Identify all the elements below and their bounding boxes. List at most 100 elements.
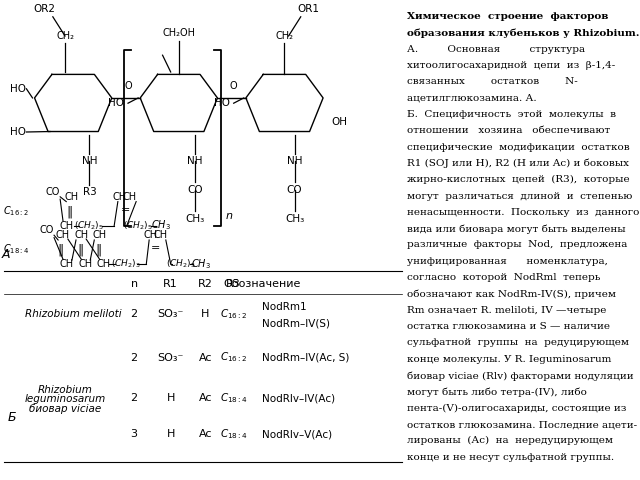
Text: $C_{16:2}$: $C_{16:2}$ — [220, 308, 248, 321]
Text: $C_{18:4}$: $C_{18:4}$ — [220, 392, 248, 405]
Text: CH: CH — [60, 221, 74, 230]
Text: пента-(V)-олигосахариды, состоящие из: пента-(V)-олигосахариды, состоящие из — [407, 404, 627, 413]
Text: Rhizobium: Rhizobium — [38, 385, 92, 395]
Text: O: O — [124, 81, 132, 91]
Text: $(CH_2)_5$: $(CH_2)_5$ — [166, 258, 196, 270]
Text: согласно  которой  NodRml  теперь: согласно которой NodRml теперь — [407, 273, 600, 282]
Text: лированы  (Ас)  на  нередуцирующем: лированы (Ас) на нередуцирующем — [407, 436, 613, 445]
Text: SO₃⁻: SO₃⁻ — [157, 353, 184, 362]
Text: CH: CH — [64, 192, 78, 202]
Text: SO₃⁻: SO₃⁻ — [157, 310, 184, 319]
Text: CO: CO — [45, 187, 60, 197]
Text: 2: 2 — [131, 353, 138, 362]
Text: =: = — [120, 205, 130, 215]
Text: R1: R1 — [163, 279, 178, 289]
Text: OR1: OR1 — [298, 4, 320, 14]
Text: NH: NH — [82, 156, 97, 166]
Text: CH₂OH: CH₂OH — [163, 28, 195, 38]
Text: остатков глюкозамина. Последние ацети-: остатков глюкозамина. Последние ацети- — [407, 420, 637, 429]
Text: CH: CH — [56, 230, 70, 240]
Text: биовар viciae: биовар viciae — [29, 404, 101, 414]
Text: NodRm–IV(Ac, S): NodRm–IV(Ac, S) — [262, 353, 349, 362]
Text: O: O — [230, 81, 237, 91]
Text: ненасыщенности.  Поскольку  из  данного: ненасыщенности. Поскольку из данного — [407, 208, 639, 217]
Text: вида или биовара могут быть выделены: вида или биовара могут быть выделены — [407, 224, 626, 234]
Text: ‖: ‖ — [95, 243, 102, 256]
Text: специфические  модификации  остатков: специфические модификации остатков — [407, 143, 630, 152]
Text: CH: CH — [93, 230, 107, 240]
Text: CH₃: CH₃ — [186, 214, 205, 224]
Text: сульфатной  группы  на  редуцирующем: сульфатной группы на редуцирующем — [407, 338, 629, 348]
Text: leguminosarum: leguminosarum — [24, 395, 106, 404]
Text: образования клубеньков у Rhizobium.: образования клубеньков у Rhizobium. — [407, 28, 640, 38]
Text: А: А — [2, 248, 10, 261]
Text: HO: HO — [10, 84, 26, 94]
Text: Ac: Ac — [198, 430, 212, 439]
Text: могут быть либо тетра-(IV), либо: могут быть либо тетра-(IV), либо — [407, 387, 587, 397]
Text: $(CH_2)_5$: $(CH_2)_5$ — [74, 219, 104, 232]
Text: NodRm–IV(S): NodRm–IV(S) — [262, 319, 330, 329]
Text: CH: CH — [78, 259, 92, 269]
Text: CH: CH — [74, 230, 88, 240]
Text: унифицированная      номенклатура,: унифицированная номенклатура, — [407, 257, 608, 266]
Text: CH: CH — [97, 259, 111, 269]
Text: R1 (SOJ или H), R2 (H или Ac) и боковых: R1 (SOJ или H), R2 (H или Ac) и боковых — [407, 159, 629, 168]
Text: CO: CO — [287, 185, 303, 195]
Text: CH₂: CH₂ — [56, 31, 74, 41]
Text: конце молекулы. У R. Ieguminosarum: конце молекулы. У R. Ieguminosarum — [407, 355, 612, 364]
Text: $C_{16:2}$: $C_{16:2}$ — [220, 351, 248, 364]
Text: CH: CH — [113, 192, 127, 202]
Text: А.         Основная         структура: А. Основная структура — [407, 45, 586, 54]
Text: жирно-кислотных  цепей  (R3),  которые: жирно-кислотных цепей (R3), которые — [407, 175, 630, 184]
Text: NodRlv–IV(Ac): NodRlv–IV(Ac) — [262, 394, 335, 403]
Text: OH: OH — [332, 118, 348, 127]
Text: Б: Б — [8, 411, 17, 424]
Text: CH₃: CH₃ — [285, 214, 304, 224]
Text: CO: CO — [188, 185, 203, 195]
Text: $C_{16:2}$: $C_{16:2}$ — [3, 204, 29, 218]
Text: CH: CH — [123, 192, 137, 202]
Text: 2: 2 — [131, 310, 138, 319]
Text: $C_{18:4}$: $C_{18:4}$ — [220, 428, 248, 441]
Text: Ac: Ac — [198, 394, 212, 403]
Text: остатка глюкозамина и S — наличие: остатка глюкозамина и S — наличие — [407, 322, 610, 331]
Text: H: H — [201, 310, 209, 319]
Text: $(CH_2)_3$: $(CH_2)_3$ — [111, 258, 141, 270]
Text: ацетилглюкозамина. А.: ацетилглюкозамина. А. — [407, 94, 537, 103]
Text: CH: CH — [154, 230, 168, 240]
Text: $(CH_2)_5$: $(CH_2)_5$ — [124, 219, 153, 232]
Text: CO: CO — [40, 226, 54, 235]
Text: HO: HO — [108, 98, 124, 108]
Text: R3: R3 — [83, 187, 96, 197]
Text: $CH_3$: $CH_3$ — [191, 257, 211, 271]
Text: CH: CH — [60, 259, 74, 269]
Text: n: n — [131, 279, 138, 289]
Text: HO: HO — [10, 127, 26, 137]
Text: $CH_3$: $CH_3$ — [150, 219, 170, 232]
Text: OR2: OR2 — [34, 4, 56, 14]
Text: Rhizobium meliloti: Rhizobium meliloti — [25, 310, 122, 319]
Text: NodRm1: NodRm1 — [262, 302, 307, 312]
Text: H: H — [166, 394, 175, 403]
Text: могут  различаться  длиной  и  степенью: могут различаться длиной и степенью — [407, 192, 632, 201]
Text: CH: CH — [143, 230, 157, 240]
Text: Б.  Специфичность  этой  молекулы  в: Б. Специфичность этой молекулы в — [407, 110, 616, 119]
Text: Обозначение: Обозначение — [223, 279, 301, 289]
Text: NodRlv–V(Ac): NodRlv–V(Ac) — [262, 430, 332, 439]
Text: различные  факторы  Nod,  предложена: различные факторы Nod, предложена — [407, 240, 628, 250]
Text: H: H — [166, 430, 175, 439]
Text: хитоолигосахаридной  цепи  из  β-1,4-: хитоолигосахаридной цепи из β-1,4- — [407, 61, 616, 70]
Text: =: = — [151, 243, 161, 253]
Text: ‖: ‖ — [66, 205, 72, 219]
Text: ‖: ‖ — [77, 243, 83, 256]
Text: 2: 2 — [131, 394, 138, 403]
Text: $C_{18:4}$: $C_{18:4}$ — [3, 243, 29, 256]
Text: n: n — [225, 211, 232, 221]
Text: CH₂: CH₂ — [275, 31, 294, 41]
Text: отношении   хозяина   обеспечивают: отношении хозяина обеспечивают — [407, 126, 611, 135]
Text: Ac: Ac — [198, 353, 212, 362]
Text: R2: R2 — [198, 279, 212, 289]
Text: HO: HO — [214, 98, 230, 108]
Text: NH: NH — [287, 156, 302, 166]
Text: обозначают как NodRm-IV(S), причем: обозначают как NodRm-IV(S), причем — [407, 289, 616, 299]
